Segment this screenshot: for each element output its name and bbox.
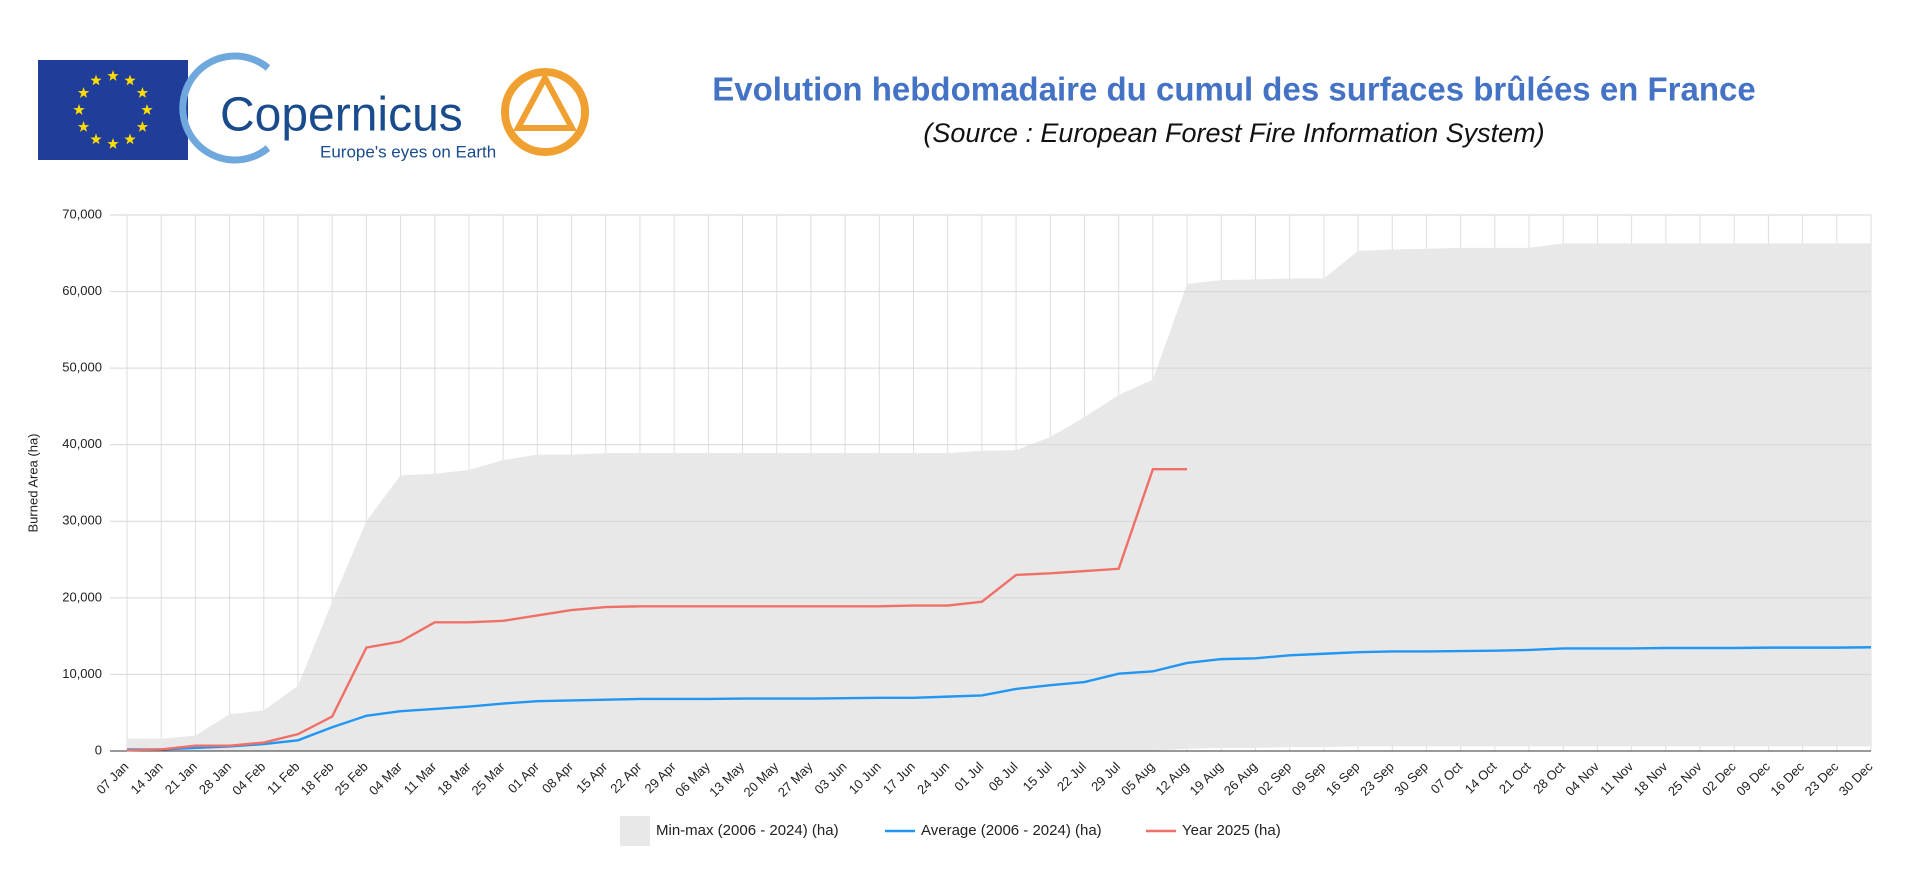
chart-title: Evolution hebdomadaire du cumul des surf… bbox=[712, 71, 1755, 108]
x-tick-label: 06 May bbox=[672, 759, 713, 800]
x-tick-label: 04 Feb bbox=[229, 759, 268, 798]
logo-emblem-triangle bbox=[512, 71, 578, 131]
x-tick-label: 28 Oct bbox=[1530, 759, 1568, 797]
y-tick-label: 10,000 bbox=[62, 666, 102, 681]
x-tick-label: 21 Oct bbox=[1496, 759, 1534, 797]
legend-item: Min-max (2006 - 2024) (ha) bbox=[620, 816, 839, 846]
legend-label: Year 2025 (ha) bbox=[1182, 822, 1281, 839]
x-tick-label: 22 Apr bbox=[607, 758, 645, 796]
flag-star bbox=[73, 104, 85, 115]
x-tick-label: 19 Aug bbox=[1187, 759, 1226, 798]
x-tick-label: 30 Sep bbox=[1391, 759, 1431, 799]
x-tick-label: 24 Jun bbox=[914, 759, 952, 797]
legend-label: Average (2006 - 2024) (ha) bbox=[921, 822, 1102, 839]
x-tick-label: 23 Sep bbox=[1357, 759, 1397, 799]
x-tick-label: 08 Jul bbox=[986, 759, 1021, 794]
flag-star bbox=[90, 133, 102, 145]
x-tick-label: 25 Mar bbox=[468, 758, 508, 798]
x-tick-label: 08 Apr bbox=[539, 758, 577, 796]
x-tick-label: 04 Nov bbox=[1562, 759, 1602, 799]
flag-star bbox=[141, 104, 153, 115]
x-tick-label: 18 Feb bbox=[297, 759, 336, 798]
x-tick-label: 04 Mar bbox=[366, 758, 406, 798]
x-tick-label: 22 Jul bbox=[1054, 759, 1089, 794]
x-tick-label: 20 May bbox=[741, 759, 782, 800]
x-tick-label: 26 Aug bbox=[1221, 759, 1260, 798]
x-tick-label: 28 Jan bbox=[196, 759, 234, 797]
x-tick-label: 18 Mar bbox=[434, 758, 474, 798]
x-tick-label: 11 Feb bbox=[264, 759, 303, 798]
y-tick-label: 70,000 bbox=[62, 206, 102, 221]
y-tick-label: 40,000 bbox=[62, 436, 102, 451]
x-tick-label: 14 Oct bbox=[1462, 759, 1500, 797]
x-tick-label: 01 Jul bbox=[951, 759, 986, 794]
logo-arc bbox=[179, 52, 271, 164]
x-tick-label: 11 Mar bbox=[401, 758, 440, 797]
flag-star bbox=[77, 121, 90, 132]
y-tick-label: 30,000 bbox=[62, 513, 102, 528]
flag-star bbox=[90, 74, 102, 86]
x-tick-label: 02 Dec bbox=[1699, 759, 1739, 799]
x-tick-label: 30 Dec bbox=[1836, 759, 1876, 799]
logo-text: Copernicus bbox=[220, 89, 463, 142]
x-tick-label: 07 Jan bbox=[93, 759, 131, 797]
x-tick-label: 16 Dec bbox=[1767, 759, 1807, 799]
x-tick-label: 21 Jan bbox=[162, 759, 200, 797]
x-tick-label: 14 Jan bbox=[128, 759, 166, 797]
x-tick-label: 27 May bbox=[775, 759, 816, 800]
min-max-band bbox=[127, 243, 1871, 752]
flag-star bbox=[107, 138, 119, 149]
legend-item: Average (2006 - 2024) (ha) bbox=[885, 822, 1102, 839]
x-tick-label: 09 Sep bbox=[1289, 759, 1329, 799]
x-tick-label: 11 Nov bbox=[1597, 759, 1636, 798]
chart-subtitle: (Source : European Forest Fire Informati… bbox=[923, 118, 1544, 148]
x-tick-label: 15 Jul bbox=[1020, 759, 1055, 794]
flag-stars bbox=[73, 70, 153, 149]
x-tick-label: 16 Sep bbox=[1323, 759, 1363, 799]
x-tick-label: 15 Apr bbox=[573, 758, 611, 796]
x-tick-label: 12 Aug bbox=[1152, 759, 1191, 798]
x-tick-label: 07 Oct bbox=[1428, 759, 1466, 797]
x-tick-label: 09 Dec bbox=[1733, 759, 1773, 799]
legend-item: Year 2025 (ha) bbox=[1146, 822, 1281, 839]
eu-flag bbox=[38, 60, 188, 160]
x-tick-label: 25 Nov bbox=[1665, 759, 1705, 799]
logo-tagline: Europe's eyes on Earth bbox=[320, 142, 496, 161]
x-tick-label: 18 Nov bbox=[1631, 759, 1671, 799]
x-tick-label: 25 Feb bbox=[332, 759, 371, 798]
y-tick-label: 50,000 bbox=[62, 360, 102, 375]
x-tick-label: 02 Sep bbox=[1254, 759, 1294, 799]
flag-star bbox=[107, 70, 119, 81]
flag-star bbox=[136, 121, 149, 132]
x-tick-label: 03 Jun bbox=[811, 759, 849, 797]
x-tick-label: 17 Jun bbox=[880, 759, 918, 797]
flag-star bbox=[136, 87, 149, 98]
x-tick-label: 10 Jun bbox=[846, 759, 884, 797]
legend-swatch bbox=[620, 816, 650, 846]
y-axis-title: Burned Area (ha) bbox=[25, 433, 40, 532]
series-line bbox=[127, 646, 1872, 751]
series-line bbox=[126, 468, 1188, 752]
legend-label: Min-max (2006 - 2024) (ha) bbox=[656, 822, 839, 839]
x-tick-label: 01 Apr bbox=[505, 758, 543, 796]
flag-star bbox=[77, 87, 90, 98]
flag-star bbox=[124, 133, 136, 145]
copernicus-logo: Copernicus Europe's eyes on Earth bbox=[179, 52, 589, 164]
y-tick-label: 60,000 bbox=[62, 283, 102, 298]
flag-star bbox=[124, 74, 136, 86]
x-tick-label: 05 Aug bbox=[1118, 759, 1157, 798]
x-tick-label: 23 Dec bbox=[1802, 759, 1842, 799]
y-tick-label: 20,000 bbox=[62, 589, 102, 604]
x-tick-label: 13 May bbox=[706, 759, 747, 800]
y-tick-label: 0 bbox=[95, 742, 102, 757]
